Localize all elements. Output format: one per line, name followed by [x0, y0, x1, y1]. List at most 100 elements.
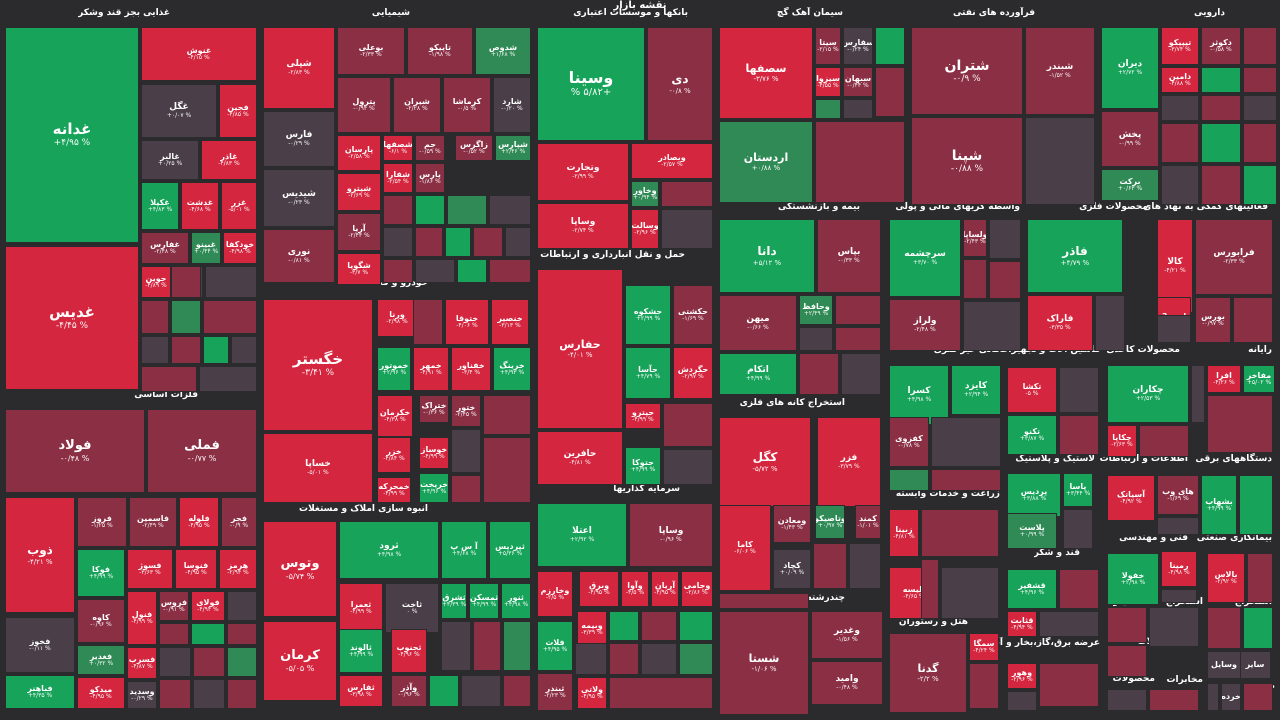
treemap-tile[interactable]: پلاست +۰/۹۹ % [1007, 513, 1057, 549]
treemap-tile[interactable]: شستا -۱/۰۶ % [719, 611, 809, 715]
treemap-tile[interactable]: اردستان +۰/۸۸ % [719, 121, 813, 203]
treemap-tile[interactable]: میهن -۰/۶۶ % [719, 295, 797, 351]
treemap-tile-unlabeled[interactable] [1059, 569, 1099, 609]
treemap-tile[interactable]: کرمان -۵/۰۵ % [263, 621, 337, 701]
treemap-tile-unlabeled[interactable] [1243, 27, 1277, 65]
treemap-tile[interactable]: وتوس -۵/۷۴ % [263, 521, 337, 617]
treemap-tile[interactable]: سمگا -۴/۲۴ % [969, 633, 999, 661]
treemap-tile[interactable]: غدانه +۴/۹۵ % [5, 27, 139, 243]
treemap-tile[interactable]: سیزوا -۴/۵۵ % [815, 67, 841, 97]
treemap-tile[interactable]: ثبندر -۲/۲۳ % [537, 673, 573, 711]
treemap-tile-unlabeled[interactable] [413, 299, 443, 345]
treemap-tile-unlabeled[interactable] [205, 266, 257, 298]
treemap-tile[interactable]: شصفها -۶/۱ % [383, 135, 413, 161]
treemap-tile[interactable]: حافرین -۴/۸۱ % [537, 431, 623, 485]
treemap-tile[interactable]: خکرمان -۴/۳۸ % [377, 395, 413, 437]
treemap-tile[interactable]: وغدیر -۱/۵۶ % [811, 611, 883, 659]
treemap-tile-unlabeled[interactable] [661, 209, 713, 249]
treemap-tile[interactable]: غاذر -۴/۸۳ % [201, 140, 257, 180]
treemap-tile-unlabeled[interactable] [679, 643, 713, 675]
treemap-tile-unlabeled[interactable] [1243, 607, 1273, 649]
treemap-tile[interactable]: جوین -۴/۸۹ % [141, 266, 171, 298]
treemap-tile[interactable]: شگویا -۳/۷ % [337, 253, 381, 285]
treemap-tile[interactable]: شپارس +۲/۴۶ % [495, 135, 531, 161]
treemap-tile-unlabeled[interactable] [663, 449, 713, 485]
treemap-tile[interactable]: وخاور +۰/۹۴ % [631, 181, 659, 207]
treemap-tile[interactable]: غالبر +۰/۲۵ % [141, 140, 199, 180]
treemap-tile-unlabeled[interactable] [575, 643, 607, 675]
treemap-tile[interactable]: اعتلا +۲/۹۲ % [537, 503, 627, 567]
treemap-tile-unlabeled[interactable] [889, 469, 929, 491]
treemap-tile-unlabeled[interactable] [1107, 689, 1147, 711]
treemap-tile[interactable]: ثاخت ۰ % [385, 583, 439, 633]
treemap-tile-unlabeled[interactable] [503, 621, 531, 671]
treemap-tile[interactable]: ثجنوب -۴/۹۶ % [391, 629, 427, 673]
treemap-tile-unlabeled[interactable] [1107, 607, 1147, 643]
treemap-tile[interactable]: پارس -۱/۸۶ % [415, 163, 445, 193]
treemap-tile[interactable]: خساپا -۵/۰۱ % [263, 433, 373, 503]
treemap-tile[interactable]: ثعمرا -۴/۹۹ % [339, 583, 383, 633]
treemap-tile[interactable]: آریا -۲/۴۴ % [337, 213, 381, 251]
treemap-tile[interactable]: فنول -۴/۹۹ % [127, 591, 157, 645]
treemap-tile-unlabeled[interactable] [663, 403, 713, 447]
treemap-tile[interactable]: فجین -۴/۸۵ % [219, 84, 257, 138]
treemap-tile-unlabeled[interactable] [441, 621, 471, 671]
treemap-tile[interactable]: وهور -۲/۹۶ % [1007, 663, 1037, 689]
treemap-tile[interactable]: فرابورس -۲/۳۳ % [1195, 219, 1273, 295]
treemap-tile-unlabeled[interactable] [941, 567, 999, 619]
treemap-tile[interactable]: وسدید -۰/۲۹ % [127, 681, 157, 709]
treemap-tile-unlabeled[interactable] [193, 647, 225, 677]
treemap-tile[interactable]: ثشرق +۴/۳۹ % [441, 583, 467, 619]
treemap-tile[interactable]: رمپنا -۴/۹۸ % [1161, 551, 1197, 587]
treemap-tile[interactable]: گدنا -۲/۲ % [889, 633, 967, 713]
treemap-tile[interactable]: فنوسا -۴/۹۵ % [175, 549, 217, 589]
treemap-tile-unlabeled[interactable] [1243, 683, 1273, 711]
treemap-tile[interactable]: غزر -۵/۰۱ % [221, 182, 257, 230]
treemap-tile-unlabeled[interactable] [1107, 645, 1147, 677]
treemap-tile-unlabeled[interactable] [963, 301, 1021, 351]
treemap-tile-unlabeled[interactable] [815, 121, 905, 203]
treemap-tile[interactable]: حشکوه +۲/۹۹ % [625, 285, 671, 345]
treemap-tile-unlabeled[interactable] [483, 437, 531, 503]
treemap-tile-unlabeled[interactable] [1095, 295, 1125, 351]
treemap-tile[interactable]: وتجارت -۲/۹۹ % [537, 143, 629, 201]
treemap-tile[interactable]: خگستر -۳/۴۱ % [263, 299, 373, 431]
treemap-tile-unlabeled[interactable] [1243, 123, 1277, 163]
treemap-tile-unlabeled[interactable] [921, 559, 939, 619]
treemap-tile-unlabeled[interactable] [171, 266, 201, 298]
treemap-tile-unlabeled[interactable] [227, 679, 257, 709]
treemap-tile[interactable]: شفارا -۲/۵۴ % [383, 163, 413, 193]
treemap-tile[interactable]: تکنو +۳/۸۷ % [1007, 415, 1057, 455]
treemap-tile-unlabeled[interactable] [171, 336, 201, 364]
treemap-tile[interactable]: های وب -۱/۶۹ % [1157, 475, 1199, 515]
treemap-tile-unlabeled[interactable] [1191, 365, 1205, 423]
treemap-tile-unlabeled[interactable] [1207, 395, 1273, 453]
treemap-tile[interactable]: جم -۰/۵۹ % [415, 135, 445, 161]
treemap-tile-unlabeled[interactable] [505, 227, 531, 257]
treemap-tile[interactable]: زبینا -۴/۸۱ % [889, 509, 919, 557]
treemap-tile[interactable]: دی -۰/۸ % [647, 27, 713, 141]
treemap-tile[interactable]: شبندر -۱/۵۲ % [1025, 27, 1095, 115]
treemap-tile[interactable]: غنوش -۴/۱۵ % [141, 27, 257, 81]
treemap-tile-unlabeled[interactable] [1201, 165, 1241, 205]
treemap-tile-unlabeled[interactable] [835, 327, 881, 351]
treemap-tile[interactable]: سایر [1239, 651, 1271, 679]
treemap-tile[interactable]: قشفیر +۴/۹۶ % [1007, 569, 1057, 609]
treemap-tile-unlabeled[interactable] [447, 195, 487, 225]
treemap-tile[interactable]: چکاپا -۲/۶۳ % [1107, 425, 1137, 457]
treemap-tile-unlabeled[interactable] [641, 611, 677, 641]
treemap-tile[interactable]: فولاد -۰/۴۸ % [5, 409, 145, 493]
treemap-tile[interactable]: وسینا% ۵/۸۲+ [537, 27, 645, 141]
treemap-tile-unlabeled[interactable] [989, 219, 1021, 259]
treemap-tile[interactable]: حپترو -۴/۹۹ % [625, 403, 661, 429]
treemap-tile[interactable]: کفزوی -۰/۷۸ % [889, 417, 929, 467]
treemap-tile-unlabeled[interactable] [843, 99, 873, 119]
treemap-tile[interactable]: غبینو +۰/۴۴ % [191, 232, 221, 264]
treemap-tile-unlabeled[interactable] [1161, 165, 1199, 205]
treemap-tile[interactable]: وساپا -۰/۹۶ % [629, 503, 713, 567]
treemap-tile[interactable]: سصفها -۳/۷۶ % [719, 27, 813, 119]
treemap-tile[interactable]: فجر -۰/۹ % [221, 497, 257, 547]
treemap-tile[interactable]: دکوثر -۰/۵۸ % [1201, 27, 1241, 65]
treemap-tile[interactable]: شارد -۰/۲۰ % [493, 77, 531, 133]
treemap-tile[interactable]: فاراک -۳/۳۵ % [1027, 295, 1093, 351]
